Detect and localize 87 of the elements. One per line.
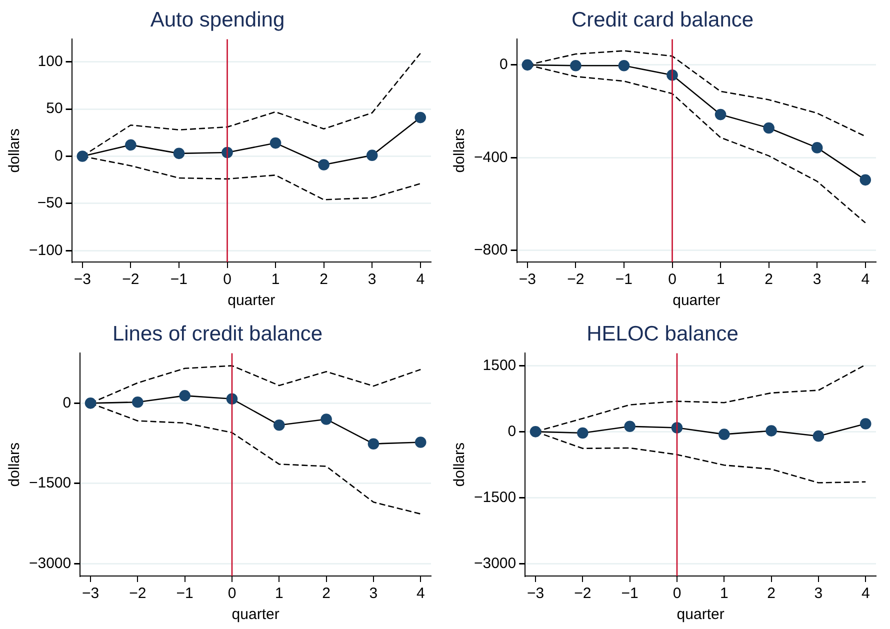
x-tick-label: 2: [764, 271, 773, 288]
x-tick-label: 3: [368, 271, 376, 288]
y-tick-label: −800: [474, 242, 508, 259]
x-tick-label: −1: [170, 271, 188, 288]
x-tick-label: −3: [526, 585, 544, 602]
y-axis-title: dollars: [451, 442, 468, 487]
point: [273, 419, 285, 431]
point: [860, 418, 872, 430]
x-tick-label: 1: [720, 585, 728, 602]
point: [812, 430, 824, 442]
point: [270, 137, 282, 149]
point: [84, 398, 96, 409]
x-axis-title: quarter: [232, 606, 280, 624]
point: [860, 174, 872, 186]
point: [811, 142, 823, 154]
x-tick-label: −3: [82, 585, 100, 602]
x-tick-label: −1: [176, 585, 194, 602]
y-tick-label: 0: [508, 422, 516, 440]
y-tick-label: −1500: [28, 474, 72, 492]
x-tick-label: 0: [223, 271, 232, 288]
x-tick-label: 4: [416, 585, 425, 602]
x-tick-label: 1: [271, 271, 280, 288]
point: [414, 112, 426, 124]
x-tick-label: −2: [567, 271, 584, 288]
point: [714, 108, 726, 120]
y-axis-title: dollars: [6, 442, 24, 487]
y-tick-label: 100: [38, 53, 63, 70]
y-tick-label: −50: [37, 194, 63, 212]
point: [530, 426, 542, 438]
x-tick-label: −3: [74, 271, 91, 288]
y-tick-label: −3000: [474, 554, 516, 572]
x-tick-label: −3: [518, 271, 536, 288]
x-tick-label: 0: [672, 585, 682, 602]
chart-title: HELOC balance: [586, 322, 738, 346]
x-tick-label: −1: [615, 271, 633, 288]
point: [318, 159, 330, 170]
chart-title: Credit card balance: [571, 8, 754, 32]
x-axis-title: quarter: [676, 606, 724, 624]
x-tick-label: 2: [322, 585, 330, 602]
x-tick-label: 3: [369, 585, 378, 602]
point: [179, 390, 190, 402]
point: [522, 59, 534, 71]
x-tick-label: 1: [716, 271, 725, 288]
y-axis-title: dollars: [6, 128, 24, 173]
point: [132, 396, 144, 408]
y-tick-label: 0: [62, 394, 72, 412]
point: [366, 150, 378, 161]
y-tick-label: −3000: [28, 554, 72, 572]
x-tick-label: 2: [767, 585, 776, 602]
x-tick-label: 2: [320, 271, 328, 288]
x-tick-label: 1: [274, 585, 284, 602]
point: [76, 150, 88, 162]
x-axis-title: quarter: [672, 292, 720, 310]
x-axis-title: quarter: [228, 292, 276, 310]
point: [624, 420, 636, 432]
x-tick-label: −2: [574, 585, 592, 602]
point: [766, 425, 777, 436]
x-tick-label: 3: [814, 585, 823, 602]
point: [320, 414, 332, 425]
point: [718, 428, 730, 440]
point: [125, 139, 136, 151]
point: [577, 427, 588, 439]
point: [763, 122, 774, 134]
point: [414, 436, 426, 448]
x-tick-label: −2: [122, 271, 140, 288]
y-tick-label: 50: [46, 100, 63, 118]
point: [173, 148, 185, 160]
point: [368, 438, 380, 450]
x-tick-label: 3: [812, 271, 822, 288]
y-tick-label: −100: [28, 242, 63, 259]
y-tick-label: 0: [499, 56, 508, 74]
point: [570, 60, 582, 72]
x-tick-label: 4: [416, 271, 425, 288]
x-tick-label: 0: [668, 271, 676, 288]
y-axis-title: dollars: [451, 128, 468, 173]
chart-title: Auto spending: [150, 8, 285, 32]
x-tick-label: 4: [861, 271, 870, 288]
y-tick-label: 1500: [482, 356, 516, 374]
y-tick-label: −1500: [474, 488, 516, 506]
point: [618, 60, 630, 72]
y-tick-label: −400: [474, 148, 508, 166]
x-tick-label: 0: [228, 585, 236, 602]
x-tick-label: −2: [129, 585, 146, 602]
chart-title: Lines of credit balance: [112, 322, 323, 346]
y-tick-label: 0: [54, 147, 63, 164]
x-tick-label: 4: [861, 585, 870, 602]
x-tick-label: −1: [621, 585, 638, 602]
